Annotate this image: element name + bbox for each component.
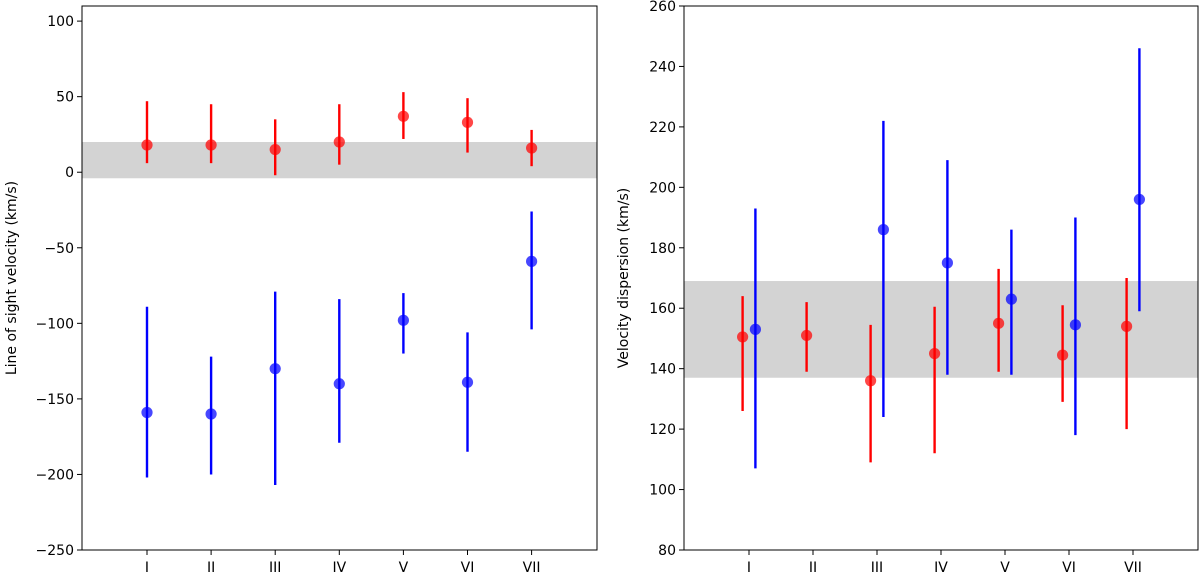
los-velocity-xtick-label-III: III <box>269 560 281 576</box>
los-velocity-series-blue <box>141 211 538 486</box>
los-velocity-xtick-label-IV: IV <box>332 560 346 576</box>
los-velocity-blue-point-I <box>141 406 153 419</box>
los-velocity-red-point-II <box>205 139 217 151</box>
velocity-dispersion-series-red <box>737 268 1133 463</box>
velocity-dispersion-ylabel: Velocity dispersion (km/s) <box>616 188 632 368</box>
velocity-dispersion-red-point-V <box>993 317 1005 329</box>
los-velocity-red-point-III <box>269 143 281 156</box>
los-velocity-blue-point-VII <box>526 255 538 267</box>
los-velocity-ytick-label: −100 <box>36 316 74 332</box>
velocity-dispersion-red-point-I <box>737 331 749 343</box>
velocity-dispersion-ytick-label: 260 <box>649 0 676 15</box>
los-velocity-ytick-label: −200 <box>36 467 74 483</box>
los-velocity-blue-point-V <box>397 314 409 326</box>
velocity-dispersion-ytick-label: 220 <box>649 120 676 136</box>
velocity-dispersion-xtick-label-VII: VII <box>1124 560 1142 576</box>
los-velocity-red-point-VII <box>526 142 538 154</box>
velocity-dispersion-red-point-VII <box>1121 320 1133 332</box>
velocity-dispersion-red-point-IV <box>929 347 941 360</box>
velocity-dispersion-red-point-VI <box>1057 349 1069 361</box>
velocity-dispersion-ytick-label: 120 <box>649 422 676 438</box>
los-velocity-series-red <box>141 92 538 176</box>
los-velocity-ylabel: Line of sight velocity (km/s) <box>4 181 20 375</box>
los-velocity-ytick-label: −250 <box>36 543 74 559</box>
velocity-dispersion-blue-point-IV <box>941 257 954 269</box>
los-velocity-xtick-label-VI: VI <box>461 560 475 576</box>
velocity-dispersion-xtick-label-II: II <box>809 560 817 576</box>
velocity-dispersion-blue-point-III <box>877 224 890 236</box>
velocity-dispersion-blue-point-VII <box>1133 193 1145 206</box>
los-velocity-ytick-label: 0 <box>65 165 74 181</box>
velocity-dispersion-xtick-label-IV: IV <box>934 560 948 576</box>
velocity-dispersion-xtick-label-VI: VI <box>1062 560 1076 576</box>
los-velocity-blue-point-II <box>205 408 217 420</box>
velocity-dispersion-xtick-label-III: III <box>871 560 883 576</box>
los-velocity-ytick-label: 50 <box>56 90 74 106</box>
los-velocity-ytick-label: −150 <box>36 392 74 408</box>
los-velocity-blue-point-IV <box>333 378 345 390</box>
velocity-dispersion-ytick-label: 140 <box>649 362 676 378</box>
velocity-dispersion-ytick-label: 180 <box>649 241 676 257</box>
velocity-dispersion-blue-point-I <box>749 323 762 335</box>
velocity-dispersion-blue-point-VI <box>1069 319 1081 331</box>
los-velocity-ytick-label: 100 <box>47 14 74 30</box>
velocity-dispersion-ytick-label: 80 <box>658 543 676 559</box>
velocity-dispersion-ytick-label: 160 <box>649 301 676 317</box>
velocity-dispersion-blue-point-V <box>1005 293 1018 305</box>
los-velocity-ytick-label: −50 <box>44 241 74 257</box>
velocity-dispersion-ytick-label: 240 <box>649 59 676 75</box>
velocity-dispersion-reference-band <box>684 281 1198 378</box>
los-velocity-red-point-I <box>141 139 153 151</box>
los-velocity-xtick-label-I: I <box>145 560 149 576</box>
los-velocity-blue-point-III <box>269 363 281 375</box>
velocity-dispersion-series-blue <box>749 48 1145 469</box>
los-velocity-blue-point-VI <box>461 376 474 388</box>
velocity-dispersion-red-point-III <box>865 375 877 387</box>
los-velocity-red-point-VI <box>461 116 474 128</box>
velocity-dispersion-ytick-label: 200 <box>649 180 676 196</box>
velocity-dispersion-red-point-II <box>801 329 813 342</box>
los-velocity-red-point-V <box>397 110 409 122</box>
velocity-dispersion-xtick-label-V: V <box>1000 560 1010 576</box>
velocity-dispersion-ytick-label: 100 <box>649 483 676 499</box>
los-velocity-xtick-label-V: V <box>399 560 409 576</box>
velocity-dispersion-xtick-label-I: I <box>747 560 751 576</box>
los-velocity-xtick-label-VII: VII <box>523 560 541 576</box>
los-velocity-red-point-IV <box>333 136 345 148</box>
los-velocity-xtick-label-II: II <box>207 560 215 576</box>
